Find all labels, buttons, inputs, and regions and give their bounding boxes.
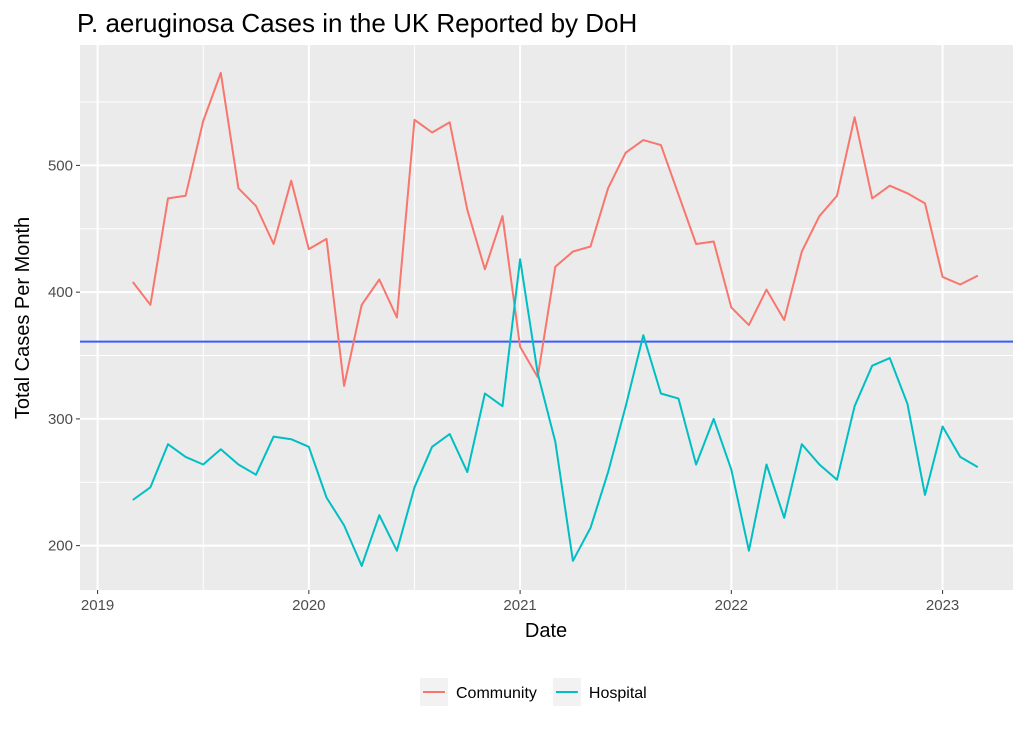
series-line-community <box>132 71 979 387</box>
x-tick-label: 2023 <box>926 597 959 614</box>
y-axis: 200 300 400 500 <box>48 157 80 555</box>
grid-major <box>80 45 1013 590</box>
y-tick-label: 200 <box>48 538 73 555</box>
y-axis-title: Total Cases Per Month <box>12 217 34 419</box>
grid-minor <box>80 45 1013 590</box>
legend: Community Hospital <box>420 678 647 706</box>
x-tick-label: 2021 <box>503 597 536 614</box>
x-axis: 2019 2020 2021 2022 2023 <box>81 590 959 614</box>
legend-label-community: Community <box>456 685 537 702</box>
series-lines <box>132 71 979 567</box>
chart-title: P. aeruginosa Cases in the UK Reported b… <box>77 8 637 38</box>
x-axis-title: Date <box>525 620 567 642</box>
x-tick-label: 2019 <box>81 597 114 614</box>
y-tick-label: 400 <box>48 284 73 301</box>
x-tick-label: 2022 <box>715 597 748 614</box>
x-tick-label: 2020 <box>292 597 325 614</box>
y-tick-label: 500 <box>48 157 73 174</box>
legend-label-hospital: Hospital <box>589 685 647 702</box>
y-tick-label: 300 <box>48 411 73 428</box>
series-line-hospital <box>132 258 979 567</box>
